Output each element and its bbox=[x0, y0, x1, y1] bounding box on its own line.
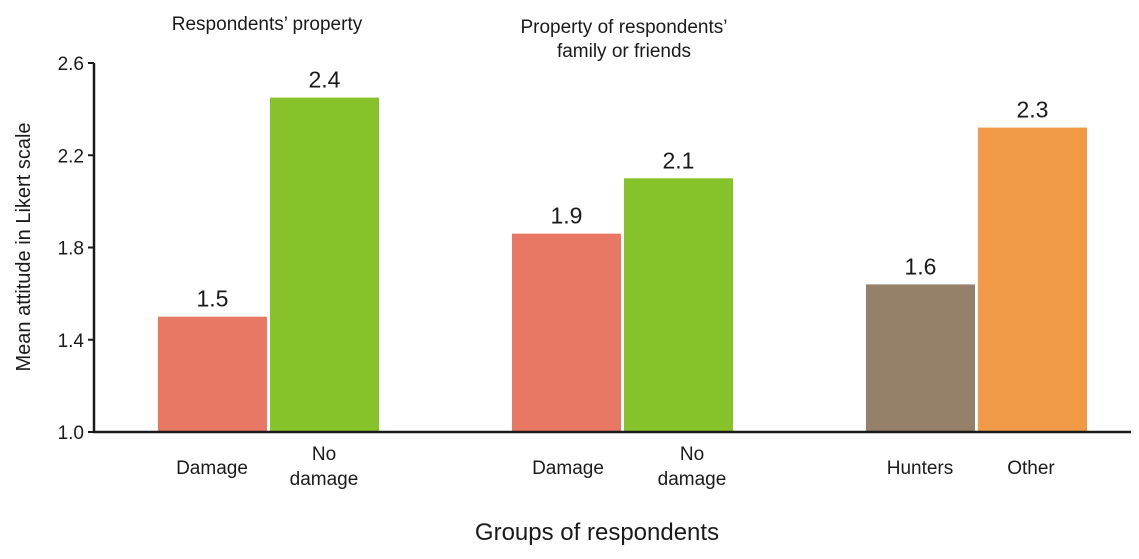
group-title-1-line-0: Property of respondents’ bbox=[520, 17, 727, 38]
bar-0-0 bbox=[158, 316, 267, 432]
value-label-1-0: 1.9 bbox=[551, 203, 583, 229]
x-axis-title: Groups of respondents bbox=[475, 519, 719, 546]
value-label-1-1: 2.1 bbox=[663, 147, 695, 173]
value-label-2-0: 1.6 bbox=[905, 253, 937, 279]
category-label-1-1-line-1: damage bbox=[658, 469, 727, 490]
category-label-2-1-line-0: Other bbox=[1007, 458, 1055, 479]
y-tick-label-4: 2.6 bbox=[58, 54, 84, 75]
group-title-0-line-0: Respondents’ property bbox=[172, 14, 363, 35]
value-label-0-1: 2.4 bbox=[309, 67, 341, 93]
y-tick-label-3: 2.2 bbox=[58, 146, 84, 167]
value-label-2-1: 2.3 bbox=[1017, 97, 1049, 123]
category-label-0-1-line-1: damage bbox=[290, 469, 359, 490]
value-label-0-0: 1.5 bbox=[197, 286, 229, 312]
category-label-2-0-line-0: Hunters bbox=[887, 458, 954, 479]
labels-layer: Respondents’ property 1.5 Damage 2.4 No damag… bbox=[172, 14, 1056, 490]
bar-2-1 bbox=[978, 127, 1087, 432]
y-axis-title: Mean attitude in Likert scale bbox=[13, 122, 35, 371]
bar-0-1 bbox=[270, 97, 379, 432]
y-tick-label-1: 1.4 bbox=[58, 331, 85, 352]
category-label-1-0-line-0: Damage bbox=[532, 458, 604, 479]
bar-1-0 bbox=[512, 233, 621, 432]
category-label-0-1-line-0: No bbox=[312, 444, 336, 465]
category-label-1-1-line-0: No bbox=[680, 444, 704, 465]
bar-2-0 bbox=[866, 284, 975, 432]
y-tick-label-0: 1.0 bbox=[58, 423, 84, 444]
category-label-0-0-line-0: Damage bbox=[176, 458, 248, 479]
bars-layer bbox=[158, 97, 1087, 432]
group-title-1-line-1: family or friends bbox=[557, 41, 691, 62]
bar-1-1 bbox=[624, 178, 733, 432]
axis-layer: 1.0 1.4 1.8 2.2 2.6 bbox=[58, 54, 1131, 444]
y-tick-label-2: 1.8 bbox=[58, 239, 84, 260]
